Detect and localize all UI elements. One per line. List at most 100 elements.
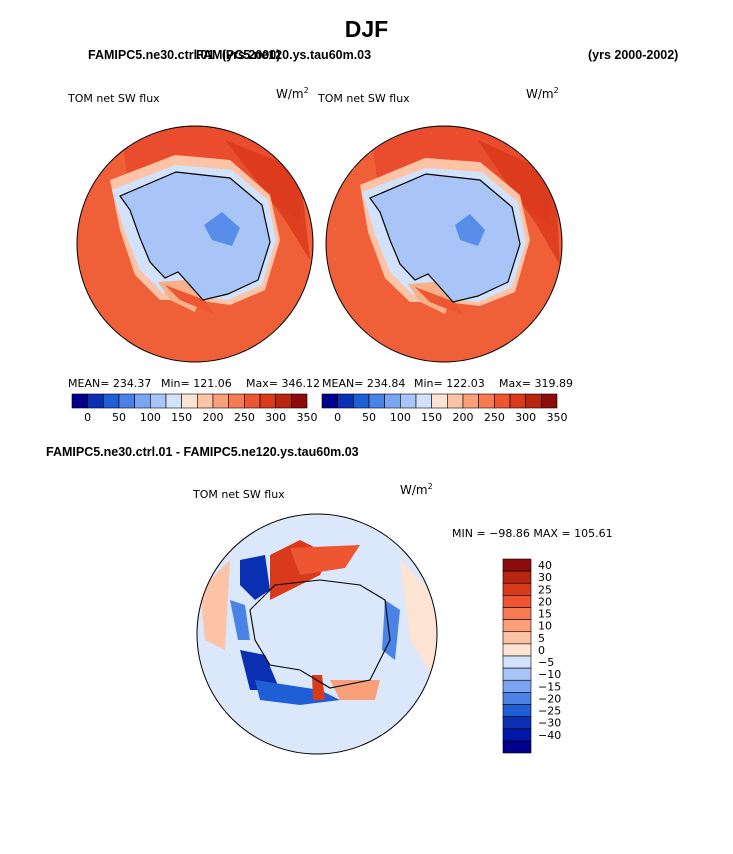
colorbar-swatch — [259, 393, 276, 409]
case-b-label: FAMIPC5.ne120.ys.tau60m.03 — [196, 48, 372, 62]
colorbar-swatch — [502, 570, 532, 584]
colorbar-swatch — [400, 393, 417, 409]
colorbar-swatch — [502, 740, 532, 754]
colorbar-tick-label: 10 — [538, 620, 552, 633]
colorbar-tick-label: 150 — [171, 411, 192, 424]
colorbar-swatch — [384, 393, 401, 409]
case-a-years: (yrs 2000) — [222, 48, 281, 62]
panel3-title: TOM net SW flux — [193, 488, 285, 501]
panel2-min: Min= 122.03 — [414, 377, 485, 390]
colorbar-tick-label: 250 — [234, 411, 255, 424]
colorbar-swatch — [353, 393, 370, 409]
panel1-min: Min= 121.06 — [161, 377, 232, 390]
colorbar-swatch — [165, 393, 182, 409]
colorbar-tick-label: 30 — [538, 571, 552, 584]
panel1-map — [77, 126, 313, 362]
colorbar-swatch — [502, 607, 532, 620]
panel2-map-border — [325, 125, 563, 363]
colorbar-swatch — [212, 393, 229, 409]
colorbar-swatch — [494, 393, 511, 409]
case-a-label: FAMIPC5.ne30.ctrl.01 — [88, 48, 215, 62]
colorbar-tick-label: 50 — [112, 411, 126, 424]
colorbar-swatch — [447, 393, 464, 409]
colorbar-swatch — [502, 655, 532, 669]
colorbar-swatch — [502, 595, 532, 608]
colorbar-tick-label: 150 — [421, 411, 442, 424]
colorbar-swatch — [502, 631, 532, 645]
colorbar-1: 0 50 100 150 200 250 300 350 — [71, 393, 318, 424]
colorbar-tick-label: 100 — [140, 411, 161, 424]
figure-title: DJF — [344, 16, 389, 42]
colorbar-tick-label: 20 — [538, 595, 552, 608]
colorbar-swatch — [502, 643, 532, 657]
colorbar-swatch — [478, 393, 495, 409]
colorbar-tick-label: 0 — [334, 411, 341, 424]
colorbar-tick-label: −20 — [538, 692, 561, 705]
colorbar-swatch — [502, 692, 532, 705]
colorbar-swatch — [291, 393, 308, 409]
colorbar-swatch — [134, 393, 151, 409]
colorbar-tick-label: −15 — [538, 680, 561, 693]
colorbar-swatch — [502, 716, 532, 730]
colorbar-tick-label: 300 — [265, 411, 286, 424]
colorbar-swatch — [181, 393, 198, 409]
colorbar-swatch — [321, 393, 338, 409]
colorbar-tick-label: 15 — [538, 608, 552, 621]
panel3-map-border — [196, 513, 438, 755]
colorbar-2: 0 50 100 150 200 250 300 350 — [321, 393, 568, 424]
colorbar-tick-label: 100 — [390, 411, 411, 424]
panel2-max: Max= 319.89 — [499, 377, 573, 390]
colorbar-swatch — [368, 393, 385, 409]
colorbar-tick-label: 250 — [484, 411, 505, 424]
panel2-title: TOM net SW flux — [318, 92, 410, 105]
colorbar-swatch — [228, 393, 245, 409]
panel1-title: TOM net SW flux — [68, 92, 160, 105]
colorbar-tick-label: 300 — [515, 411, 536, 424]
panel1-mean: MEAN= 234.37 — [68, 377, 152, 390]
panel1-map-border — [76, 125, 314, 363]
panel1-max: Max= 346.12 — [246, 377, 320, 390]
panel3-units: W/m2 — [400, 482, 433, 497]
panel3-map — [197, 514, 437, 754]
colorbar-tick-label: −10 — [538, 668, 561, 681]
colorbar-swatch — [244, 393, 261, 409]
colorbar-swatch — [87, 393, 104, 409]
panel2-mean: MEAN= 234.84 — [322, 377, 406, 390]
colorbar-swatch — [502, 667, 532, 681]
colorbar-tick-label: 350 — [297, 411, 318, 424]
colorbar-swatch — [541, 393, 558, 409]
colorbar-swatch — [525, 393, 542, 409]
colorbar-tick-label: 40 — [538, 559, 552, 572]
colorbar-swatch — [118, 393, 135, 409]
colorbar-swatch — [509, 393, 526, 409]
colorbar-swatch — [502, 728, 532, 742]
colorbar-swatch — [502, 558, 532, 572]
colorbar-swatch — [502, 679, 532, 693]
colorbar-tick-label: 5 — [538, 632, 545, 645]
colorbar-swatch — [462, 393, 479, 409]
colorbar-tick-label: −5 — [538, 656, 554, 669]
colorbar-swatch — [337, 393, 354, 409]
colorbar-swatch — [150, 393, 167, 409]
colorbar-tick-label: −40 — [538, 729, 561, 742]
colorbar-tick-label: −25 — [538, 705, 561, 718]
colorbar-swatch — [502, 619, 532, 633]
panel2-map — [326, 126, 562, 362]
colorbar-swatch — [431, 393, 448, 409]
colorbar-swatch — [415, 393, 432, 409]
colorbar-tick-label: 25 — [538, 583, 552, 596]
colorbar-tick-label: 50 — [362, 411, 376, 424]
diff-title: FAMIPC5.ne30.ctrl.01 - FAMIPC5.ne120.ys.… — [46, 445, 359, 459]
colorbar-tick-label: 200 — [453, 411, 474, 424]
panel3-stats: MIN = −98.86 MAX = 105.61 — [452, 527, 613, 540]
panel1-units: W/m2 — [276, 86, 309, 101]
panel2-units: W/m2 — [526, 86, 559, 101]
colorbar-swatch — [502, 704, 532, 717]
colorbar-tick-label: 0 — [538, 644, 545, 657]
colorbar-swatch — [275, 393, 292, 409]
colorbar-tick-label: 350 — [547, 411, 568, 424]
colorbar-tick-label: −30 — [538, 717, 561, 730]
colorbar-swatch — [197, 393, 214, 409]
